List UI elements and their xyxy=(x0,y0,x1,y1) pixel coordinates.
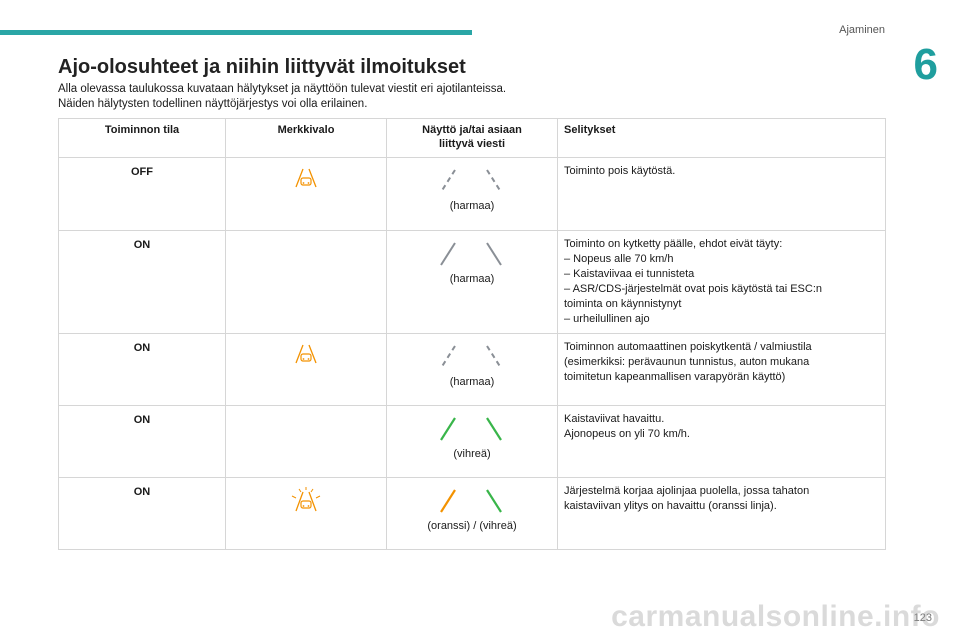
page-title: Ajo-olosuhteet ja niihin liittyvät ilmoi… xyxy=(58,56,466,78)
intro-line: Näiden hälytysten todellinen näyttöjärje… xyxy=(58,98,368,110)
state-cell: ON xyxy=(58,230,226,334)
explanation-line: Järjestelmä korjaa ajolinjaa puolella, j… xyxy=(564,485,810,497)
explanation-cell: Toiminnon automaattinen poiskytkentä / v… xyxy=(557,333,886,406)
table-header-row: Toiminnon tila Merkkivalo Näyttö ja/tai … xyxy=(58,118,886,158)
state-cell: ON xyxy=(58,477,226,550)
display-caption: (vihreä) xyxy=(453,448,491,460)
state-cell: ON xyxy=(58,333,226,406)
lane-keep-active-orange-icon xyxy=(291,487,321,512)
grey-dashed-lines-icon xyxy=(440,345,502,369)
intro-line: Alla olevassa taulukossa kuvataan hälyty… xyxy=(58,83,507,95)
explanation-cell: Toiminto pois käytöstä. xyxy=(557,157,886,231)
intro-text: Alla olevassa taulukossa kuvataan hälyty… xyxy=(58,82,506,112)
page-number: 123 xyxy=(913,612,932,624)
state-cell: OFF xyxy=(58,157,226,231)
explanation-cell: Toiminto on kytketty päälle, ehdot eivät… xyxy=(557,230,886,334)
watermark: carmanualsonline.info xyxy=(611,600,940,633)
explanation-line: toimitetun kapeanmallisen varapyörän käy… xyxy=(564,371,786,383)
grey-dashed-lines-icon xyxy=(440,169,502,193)
table-row: ON (oranssi) / xyxy=(58,477,886,550)
explanation-line: Toiminto pois käytöstä. xyxy=(564,165,676,177)
col-header-lamp: Merkkivalo xyxy=(225,118,387,158)
explanation-line: Toiminnon automaattinen poiskytkentä / v… xyxy=(564,341,812,353)
lane-keep-off-orange-icon xyxy=(295,344,317,364)
col-header-explanation: Selitykset xyxy=(557,118,886,158)
green-solid-lines-icon xyxy=(440,417,502,441)
display-caption: (harmaa) xyxy=(449,273,495,285)
lane-keep-off-orange-icon xyxy=(295,168,317,188)
explanation-line: – ASR/CDS-järjestelmät ovat pois käytöst… xyxy=(564,283,822,295)
display-caption: (harmaa) xyxy=(449,376,495,388)
explanation-line: – urheilullinen ajo xyxy=(564,313,650,325)
display-cell: (oranssi) / (vihreä) xyxy=(386,477,558,550)
explanation-line: (esimerkiksi: perävaunun tunnistus, auto… xyxy=(564,356,810,368)
explanation-line: Kaistaviivat havaittu. xyxy=(564,413,665,425)
table-row: ON (harmaa) Toiminto on kytketty päälle,… xyxy=(58,230,886,334)
col-header-display: Näyttö ja/tai asiaan liittyvä viesti xyxy=(386,118,558,158)
display-cell: (harmaa) xyxy=(386,230,558,334)
state-cell: ON xyxy=(58,405,226,478)
col-header-state: Toiminnon tila xyxy=(58,118,226,158)
explanation-line: Ajonopeus on yli 70 km/h. xyxy=(564,428,690,440)
display-cell: (harmaa) xyxy=(386,157,558,231)
chapter-number: 6 xyxy=(913,40,938,89)
col-header-display-line: Näyttö ja/tai asiaan xyxy=(422,124,522,136)
table-row: ON (harmaa) Toiminnon automaattinen pois… xyxy=(58,333,886,406)
explanation-cell: Järjestelmä korjaa ajolinjaa puolella, j… xyxy=(557,477,886,550)
explanation-line: Toiminto on kytketty päälle, ehdot eivät… xyxy=(564,238,783,250)
lamp-cell xyxy=(225,230,387,334)
display-cell: (vihreä) xyxy=(386,405,558,478)
explanation-cell: Kaistaviivat havaittu. Ajonopeus on yli … xyxy=(557,405,886,478)
display-cell: (harmaa) xyxy=(386,333,558,406)
lamp-cell xyxy=(225,333,387,406)
section-name: Ajaminen xyxy=(839,24,885,36)
explanation-line: – Kaistaviivaa ei tunnisteta xyxy=(564,268,695,280)
display-caption: (oranssi) / (vihreä) xyxy=(427,520,517,532)
grey-solid-lines-icon xyxy=(440,242,502,266)
chapter-accent-bar xyxy=(0,30,472,35)
alerts-table: Toiminnon tila Merkkivalo Näyttö ja/tai … xyxy=(58,118,886,550)
explanation-line: – Nopeus alle 70 km/h xyxy=(564,253,674,265)
display-caption: (harmaa) xyxy=(449,200,495,212)
lamp-cell xyxy=(225,157,387,231)
lamp-cell xyxy=(225,405,387,478)
col-header-display-line: liittyvä viesti xyxy=(438,138,506,150)
explanation-line: toiminta on käynnistynyt xyxy=(564,298,682,310)
lamp-cell xyxy=(225,477,387,550)
table-row: ON (vihreä) Kaistaviivat havaittu. Ajono… xyxy=(58,405,886,478)
table-row: OFF (harmaa) Toiminto pois käytöstä. xyxy=(58,157,886,231)
explanation-line: kaistaviivan ylitys on havaittu (oranssi… xyxy=(564,500,777,512)
orange-green-lines-icon xyxy=(440,489,502,513)
